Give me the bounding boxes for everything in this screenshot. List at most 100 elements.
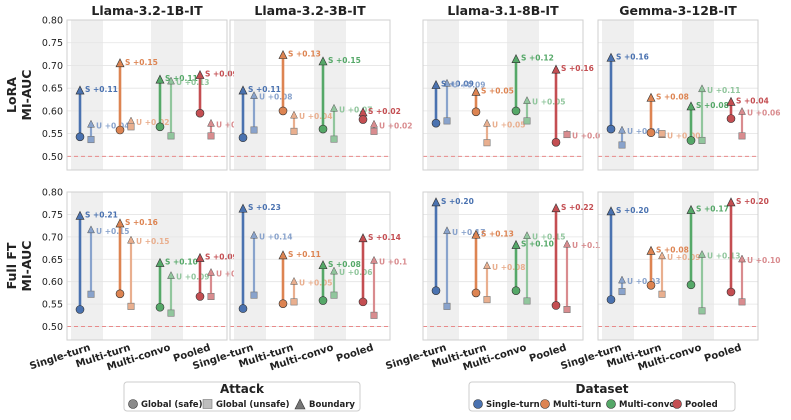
unsafe-point	[167, 132, 175, 140]
unsafe-boundary-marker	[483, 261, 491, 270]
point-group-single-turn: S +0.23 U +0.14	[238, 203, 293, 313]
y-tick-label: 0.50	[42, 322, 63, 333]
panel-lora-3: Llama-3.1-8B-ITS +0.09U +0.09S +0.05U +0…	[422, 3, 600, 171]
category-band	[314, 192, 346, 340]
legend-marker-boundary	[294, 398, 306, 410]
safe-point	[155, 302, 165, 312]
boundary-point	[238, 85, 248, 95]
panel-frame	[66, 191, 228, 341]
legend-marker-pooled	[672, 399, 682, 409]
legend-label-single-turn: Single-turn	[486, 400, 540, 410]
boundary-point	[551, 64, 561, 74]
unsafe-boundary-marker	[563, 239, 571, 248]
safe-point	[195, 292, 205, 301]
unsafe-boundary-marker	[207, 267, 215, 276]
boundary-point	[115, 58, 125, 68]
y-tick-label: 0.60	[42, 106, 63, 117]
unsafe-boundary-marker	[370, 255, 378, 264]
category-band	[682, 20, 714, 170]
unsafe-delta-label: U +0.02	[379, 121, 413, 130]
row-label-line-2: MI-AUC	[19, 70, 34, 121]
boundary-point	[278, 49, 288, 59]
safe-point	[646, 128, 656, 138]
category-band	[602, 192, 634, 340]
boundary-point	[318, 56, 328, 66]
safe-point	[318, 296, 328, 305]
panel-frame	[229, 19, 391, 171]
safe-delta-label: S +0.10	[521, 240, 554, 249]
unsafe-delta-label: U +0.06	[339, 268, 373, 277]
legend-label-global-safe: Global (safe)	[141, 400, 203, 410]
safe-point	[358, 297, 368, 307]
boundary-point	[358, 233, 368, 243]
point-group-single-turn: S +0.11U +0.08	[238, 85, 293, 143]
boundary-point	[75, 210, 85, 220]
unsafe-point	[250, 291, 258, 299]
safe-delta-label: S +0.08	[656, 92, 689, 101]
safe-delta-label: S +0.08	[328, 260, 361, 269]
safe-point	[511, 286, 521, 295]
point-group-multi-convo: S +0.15 U +0.07	[318, 56, 373, 143]
unsafe-point	[127, 302, 135, 310]
unsafe-boundary-marker	[207, 118, 215, 127]
unsafe-point	[290, 298, 298, 306]
safe-delta-label: S +0.16	[616, 52, 649, 61]
safe-delta-label: S +0.15	[328, 56, 361, 65]
unsafe-point	[290, 127, 298, 135]
unsafe-point	[87, 136, 95, 144]
panel-frame	[597, 19, 759, 171]
safe-delta-label: S +0.11	[248, 85, 281, 94]
point-group-multi-convo: S +0.10 U +0.09	[155, 258, 210, 317]
point-group-single-turn: S +0.20 U +0.17	[431, 197, 486, 310]
unsafe-delta-label: U +0.14	[259, 232, 293, 241]
point-group-multi-convo: S +0.17 U +0.13	[686, 205, 741, 315]
unsafe-delta-label: U +0.05	[492, 120, 526, 129]
unsafe-point	[483, 139, 491, 147]
safe-delta-label: S +0.11	[165, 74, 198, 83]
unsafe-boundary-marker	[167, 76, 175, 85]
unsafe-point	[443, 117, 451, 125]
safe-delta-label: S +0.23	[248, 203, 281, 212]
safe-point	[115, 125, 125, 135]
panel-frame	[422, 191, 584, 341]
unsafe-boundary-marker	[698, 84, 706, 93]
point-group-single-turn: S +0.11 U +0.04	[75, 85, 130, 144]
category-band	[314, 20, 346, 170]
boundary-point	[431, 79, 441, 89]
point-group-pooled: S +0.14 U +0.1	[358, 233, 407, 319]
legend-marker-multi-turn	[540, 399, 550, 409]
unsafe-point	[370, 311, 378, 319]
safe-point	[318, 124, 328, 134]
unsafe-point	[87, 290, 95, 298]
boundary-point	[155, 74, 165, 84]
safe-delta-label: S +0.13	[288, 50, 321, 59]
unsafe-delta-label: U +0.1	[379, 257, 407, 266]
unsafe-delta-label: U +0.15	[136, 237, 170, 246]
unsafe-delta-label: U +0.07	[339, 105, 373, 114]
x-tick-label: Pooled	[335, 342, 375, 364]
unsafe-point	[250, 126, 258, 134]
point-group-multi-turn: S +0.13 U +0.04	[278, 49, 333, 135]
panels-layer: 0.50 0.55 0.60 0.65 0.70 0.75 0.80 Llama-3.2-1B…	[28, 3, 780, 373]
y-tick-label: 0.55	[42, 300, 63, 311]
unsafe-boundary-marker	[330, 266, 338, 275]
unsafe-boundary-marker	[483, 118, 491, 127]
safe-delta-label: S +0.09	[441, 80, 474, 89]
boundary-point	[318, 260, 328, 270]
unsafe-point	[523, 117, 531, 125]
safe-point	[358, 115, 368, 124]
point-group-pooled: S +0.20 U +0.10	[726, 197, 781, 306]
category-band	[234, 192, 266, 340]
safe-point	[646, 280, 656, 290]
unsafe-delta-label: U +0.13	[707, 252, 741, 261]
boundary-point	[511, 239, 521, 249]
point-group-pooled: S +0.16 U +0.0	[551, 64, 600, 147]
safe-point	[75, 305, 85, 314]
unsafe-point	[207, 132, 215, 140]
panel-frame	[229, 191, 391, 341]
safe-point	[511, 106, 521, 116]
safe-delta-label: S +0.15	[125, 58, 158, 67]
unsafe-boundary-marker	[290, 276, 298, 285]
point-group-pooled: S +0.04 U +0.06	[726, 96, 781, 140]
unsafe-delta-label: U +0.08	[259, 93, 293, 102]
